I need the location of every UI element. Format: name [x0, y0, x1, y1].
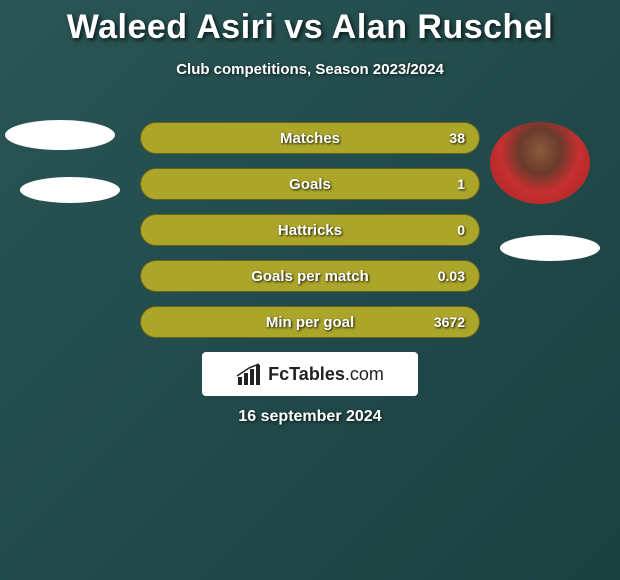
stat-label: Hattricks — [278, 222, 342, 239]
player-left-avatar-placeholder-1 — [5, 120, 115, 150]
bar-chart-icon — [236, 363, 262, 385]
stat-label: Goals per match — [251, 268, 369, 285]
fctables-logo-box: FcTables.com — [202, 352, 418, 396]
logo-text: FcTables.com — [268, 364, 384, 385]
stat-label: Min per goal — [266, 314, 354, 331]
player-right-avatar — [490, 122, 590, 204]
date-label: 16 september 2024 — [0, 408, 620, 426]
page-title: Waleed Asiri vs Alan Ruschel — [0, 0, 620, 47]
subtitle: Club competitions, Season 2023/2024 — [0, 61, 620, 78]
logo-text-bold: FcTables — [268, 364, 345, 384]
stat-label: Matches — [280, 130, 340, 147]
stats-container: Matches 38 Goals 1 Hattricks 0 Goals per match… — [140, 122, 480, 352]
stat-row: Hattricks 0 — [140, 214, 480, 246]
stat-value-right: 3672 — [434, 314, 465, 330]
stat-value-right: 0.03 — [438, 268, 465, 284]
stat-label: Goals — [289, 176, 331, 193]
stat-value-right: 38 — [449, 130, 465, 146]
stat-value-right: 0 — [457, 222, 465, 238]
logo-text-light: .com — [345, 364, 384, 384]
player-left-avatar-placeholder-2 — [20, 177, 120, 203]
stat-row: Goals per match 0.03 — [140, 260, 480, 292]
stat-value-right: 1 — [457, 176, 465, 192]
stat-row: Goals 1 — [140, 168, 480, 200]
stat-row: Matches 38 — [140, 122, 480, 154]
stat-row: Min per goal 3672 — [140, 306, 480, 338]
player-right-avatar-placeholder — [500, 235, 600, 261]
